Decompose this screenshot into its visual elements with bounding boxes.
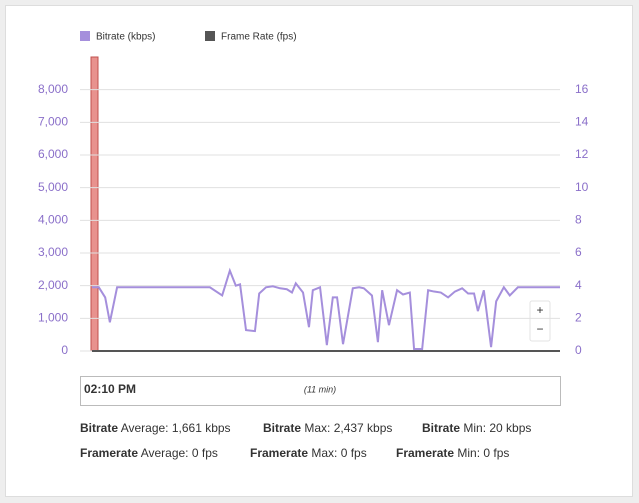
stat-text: Average: 1,661 kbps [121, 421, 231, 435]
stat-name: Framerate [396, 446, 454, 460]
panel [5, 5, 633, 497]
y-tick-label: 1,000 [38, 311, 68, 325]
y-tick-label: 2,000 [38, 278, 68, 292]
y2-tick-label: 16 [575, 82, 589, 96]
stat: Bitrate Average: 1,661 kbps [80, 421, 231, 435]
stat-name: Bitrate [80, 421, 118, 435]
y-tick-label: 3,000 [38, 245, 68, 259]
stat-text: Average: 0 fps [141, 446, 218, 460]
series-line [92, 267, 560, 351]
stat-name: Bitrate [263, 421, 301, 435]
stat-name: Framerate [250, 446, 308, 460]
y-tick-label: 6,000 [38, 147, 68, 161]
stat: Framerate Min: 0 fps [396, 446, 509, 460]
stat-text: Max: 0 fps [311, 446, 366, 460]
y2-tick-label: 0 [575, 343, 582, 357]
stat: Bitrate Max: 2,437 kbps [263, 421, 392, 435]
y2-tick-label: 8 [575, 213, 582, 227]
legend-swatch [80, 31, 90, 41]
y-tick-label: 7,000 [38, 115, 68, 129]
y-tick-label: 8,000 [38, 82, 68, 96]
stat-name: Framerate [80, 446, 138, 460]
zoom-in[interactable]: + [536, 303, 543, 317]
stat: Bitrate Min: 20 kbps [422, 421, 531, 435]
y2-tick-label: 14 [575, 115, 589, 129]
stat: Framerate Max: 0 fps [250, 446, 367, 460]
zoom-out[interactable]: − [536, 322, 543, 336]
y-tick-label: 5,000 [38, 180, 68, 194]
stat: Framerate Average: 0 fps [80, 446, 218, 460]
y2-tick-label: 10 [575, 180, 589, 194]
y-tick-label: 0 [61, 343, 68, 357]
y2-tick-label: 4 [575, 278, 582, 292]
stat-text: Max: 2,437 kbps [304, 421, 392, 435]
legend-swatch [205, 31, 215, 41]
nav-start: 02:10 PM [84, 382, 136, 396]
navigator [80, 376, 561, 406]
legend-label: Frame Rate (fps) [221, 32, 297, 43]
stat-text: Min: 20 kbps [463, 421, 531, 435]
stat-name: Bitrate [422, 421, 460, 435]
y2-tick-label: 2 [575, 311, 582, 325]
selection-marker [90, 56, 99, 352]
y-tick-label: 4,000 [38, 213, 68, 227]
y2-tick-label: 12 [575, 147, 589, 161]
legend-label: Bitrate (kbps) [96, 32, 155, 43]
y2-tick-label: 6 [575, 245, 582, 259]
stat-text: Min: 0 fps [457, 446, 509, 460]
nav-span: (11 min) [304, 384, 336, 394]
zoom-box [529, 300, 551, 342]
